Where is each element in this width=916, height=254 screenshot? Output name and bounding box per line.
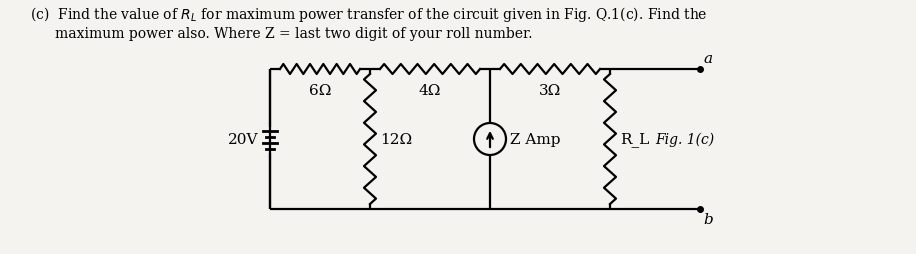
Text: Fig. 1(c): Fig. 1(c) [655, 132, 714, 147]
Text: Z Amp: Z Amp [510, 133, 561, 146]
Text: 4Ω: 4Ω [419, 84, 442, 98]
Text: R_L: R_L [620, 132, 649, 147]
Text: 12Ω: 12Ω [380, 133, 412, 146]
Text: (c)  Find the value of $R_L$ for maximum power transfer of the circuit given in : (c) Find the value of $R_L$ for maximum … [30, 5, 707, 24]
Text: 20V: 20V [227, 133, 258, 146]
Text: 6Ω: 6Ω [309, 84, 332, 98]
Text: maximum power also. Where Z = last two digit of your roll number.: maximum power also. Where Z = last two d… [55, 27, 532, 41]
Text: a: a [703, 52, 712, 66]
Text: b: b [703, 212, 713, 226]
Text: 3Ω: 3Ω [539, 84, 562, 98]
